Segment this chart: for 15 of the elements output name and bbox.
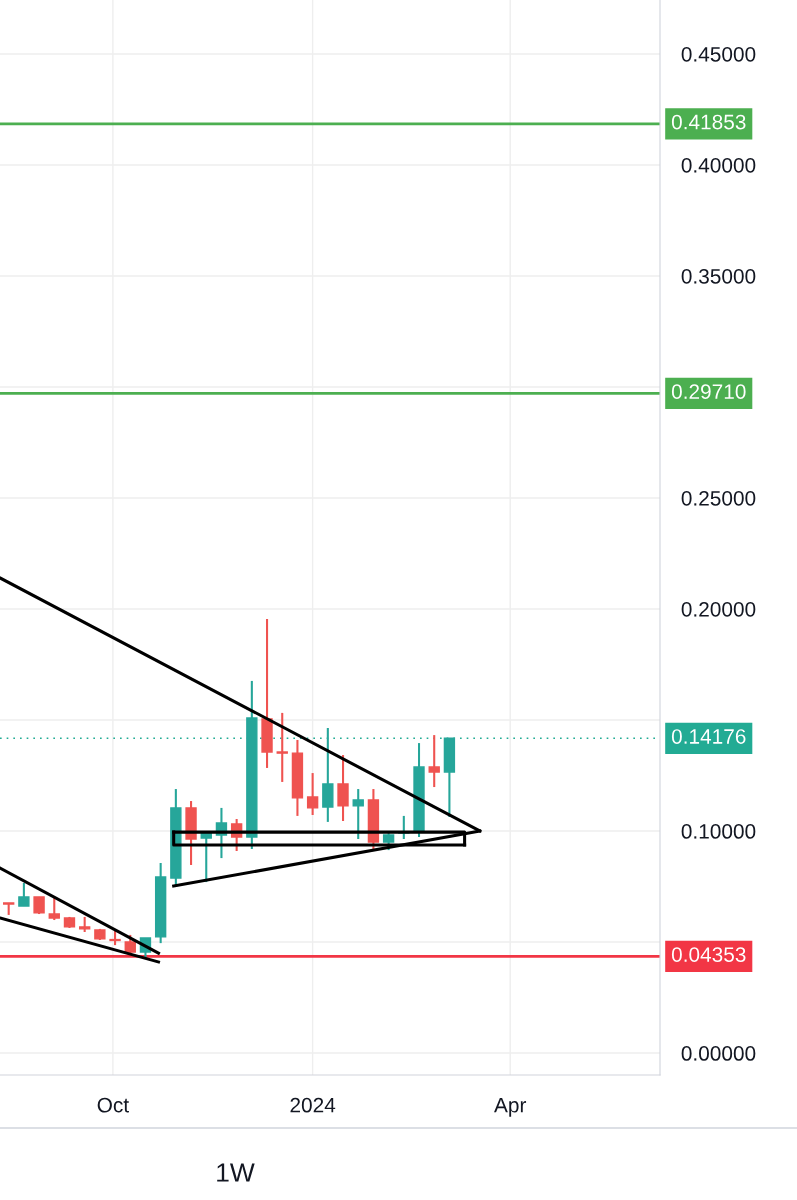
y-tick-label: 0.10000 <box>681 824 756 839</box>
y-tick-label: 0.45000 <box>681 46 756 62</box>
x-tick-label: Apr <box>494 1097 527 1117</box>
y-tick-label: 0.00000 <box>681 1046 756 1061</box>
y-tick-label: 0.35000 <box>681 268 756 284</box>
y-tick-label: 0.20000 <box>681 601 756 617</box>
y-tick-label: 0.25000 <box>681 490 756 506</box>
y-tick-label: 0.40000 <box>681 157 756 173</box>
text: 1W <box>217 1163 255 1182</box>
ref-line-label: 0.29710 <box>671 384 746 399</box>
ref-line-label: 0.41853 <box>671 114 746 130</box>
ref-line-label: 0.14176 <box>671 729 746 744</box>
ref-line-label: 0.04353 <box>671 947 746 962</box>
x-tick-label: Oct <box>97 1097 129 1113</box>
x-tick-label: 2024 <box>290 1097 336 1113</box>
